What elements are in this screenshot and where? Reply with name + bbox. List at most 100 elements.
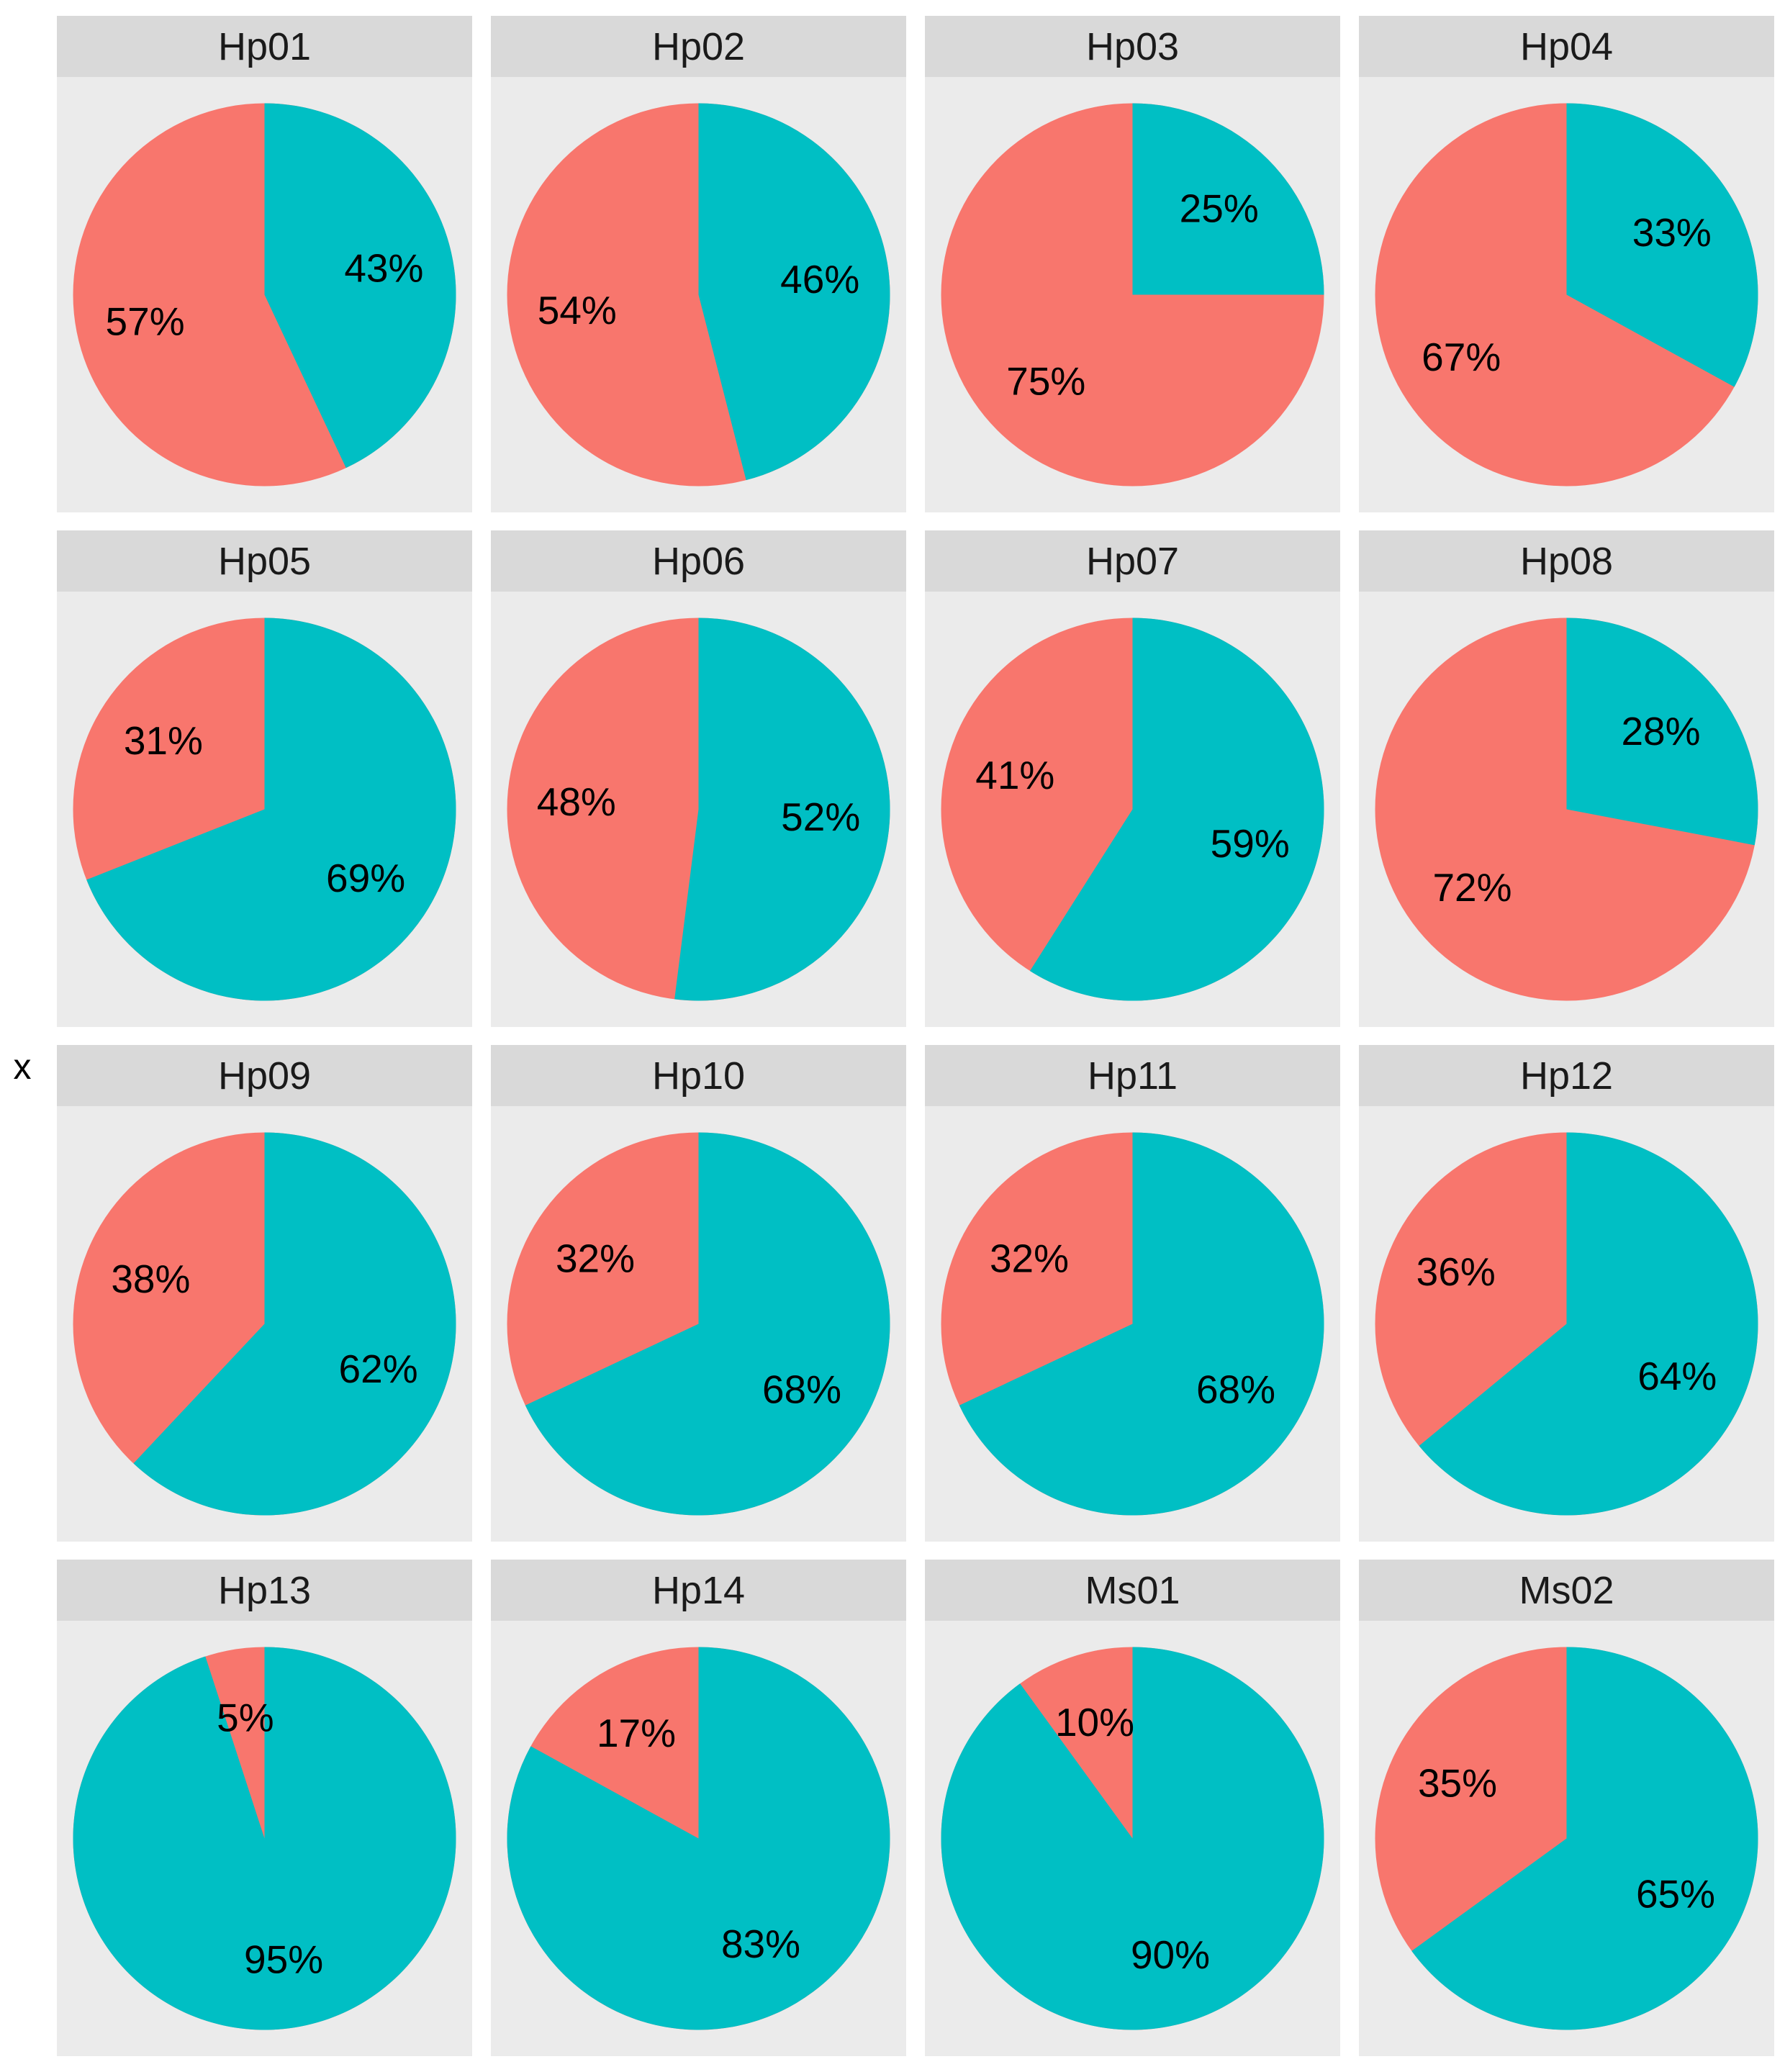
facet-panel: Hp10 68% 32% bbox=[491, 1045, 906, 1542]
pie-chart: 28% 72% bbox=[1375, 617, 1758, 1001]
facet-strip: Hp10 bbox=[491, 1045, 906, 1106]
facet-panel: Hp12 64% 36% bbox=[1359, 1045, 1774, 1542]
facet-strip-label: Hp06 bbox=[651, 539, 746, 583]
facet-plot-area: 25% 75% bbox=[925, 77, 1340, 512]
facet-panel: Hp02 46% 54% bbox=[491, 16, 906, 512]
facet-strip-label: Hp04 bbox=[1519, 24, 1614, 68]
pie-label-teal: 90% bbox=[1131, 1932, 1210, 1977]
facet-strip: Hp08 bbox=[1359, 530, 1774, 592]
pie-label-red: 57% bbox=[106, 299, 185, 344]
facet-strip: Hp12 bbox=[1359, 1045, 1774, 1106]
pie-slice-teal bbox=[698, 103, 890, 481]
pie-chart: 65% 35% bbox=[1375, 1647, 1758, 2030]
facet-strip: Hp05 bbox=[57, 530, 472, 592]
pie-chart: 69% 31% bbox=[73, 617, 456, 1001]
facet-strip: Hp06 bbox=[491, 530, 906, 592]
facet-plot-area: 52% 48% bbox=[491, 592, 906, 1027]
facet-panel: Hp09 62% 38% bbox=[57, 1045, 472, 1542]
facet-strip: Hp14 bbox=[491, 1560, 906, 1621]
facet-strip: Hp03 bbox=[925, 16, 1340, 77]
facet-strip-label: Hp03 bbox=[1085, 24, 1180, 68]
pie-chart: 95% 5% bbox=[73, 1647, 456, 2030]
pie-label-teal: 33% bbox=[1632, 210, 1712, 255]
facet-plot-area: 83% 17% bbox=[491, 1621, 906, 2056]
facet-strip-label: Hp05 bbox=[217, 539, 312, 583]
pie-label-teal: 95% bbox=[244, 1937, 323, 1981]
facet-strip: Hp02 bbox=[491, 16, 906, 77]
facet-plot-area: 33% 67% bbox=[1359, 77, 1774, 512]
pie-chart: 25% 75% bbox=[941, 103, 1324, 487]
pie-label-teal: 68% bbox=[762, 1367, 841, 1412]
pie-slice-teal bbox=[941, 1647, 1324, 2030]
facet-plot-area: 65% 35% bbox=[1359, 1621, 1774, 2056]
facet-strip-label: Ms02 bbox=[1519, 1568, 1614, 1612]
pie-label-red: 72% bbox=[1432, 865, 1511, 910]
pie-chart: 46% 54% bbox=[507, 103, 890, 487]
pie-label-teal: 52% bbox=[781, 795, 860, 839]
pie-slice-teal bbox=[1132, 103, 1324, 295]
pie-chart: 64% 36% bbox=[1375, 1132, 1758, 1516]
pie-label-red: 35% bbox=[1418, 1760, 1497, 1805]
facet-panel: Hp07 59% 41% bbox=[925, 530, 1340, 1027]
pie-label-red: 32% bbox=[990, 1236, 1069, 1280]
facet-grid: Hp01 43% 57% Hp02 46% 54% Hp03 25% 75% Hp04 33% 67%… bbox=[57, 16, 1774, 2056]
facet-strip-label: Hp08 bbox=[1519, 539, 1614, 583]
pie-label-red: 38% bbox=[111, 1257, 190, 1301]
facet-strip: Hp04 bbox=[1359, 16, 1774, 77]
facet-plot-area: 46% 54% bbox=[491, 77, 906, 512]
pie-label-red: 31% bbox=[124, 718, 203, 763]
pie-chart: 90% 10% bbox=[941, 1647, 1324, 2030]
facet-strip-label: Hp10 bbox=[651, 1054, 746, 1098]
pie-label-red: 54% bbox=[538, 288, 617, 332]
pie-chart: 68% 32% bbox=[941, 1132, 1324, 1516]
pie-slice-teal bbox=[959, 1132, 1324, 1516]
y-axis-title: x bbox=[13, 1046, 32, 1087]
facet-panel: Hp13 95% 5% bbox=[57, 1560, 472, 2056]
pie-chart: 33% 67% bbox=[1375, 103, 1758, 487]
facet-panel: Hp05 69% 31% bbox=[57, 530, 472, 1027]
facet-strip-label: Hp11 bbox=[1087, 1054, 1178, 1098]
pie-slice-teal bbox=[1029, 617, 1324, 1001]
pie-chart: 83% 17% bbox=[507, 1647, 890, 2030]
facet-plot-area: 28% 72% bbox=[1359, 592, 1774, 1027]
facet-panel: Hp11 68% 32% bbox=[925, 1045, 1340, 1542]
pie-slice-teal bbox=[1566, 617, 1758, 846]
pie-label-red: 36% bbox=[1416, 1249, 1496, 1294]
facet-panel: Hp08 28% 72% bbox=[1359, 530, 1774, 1027]
facet-strip-label: Hp12 bbox=[1519, 1054, 1614, 1098]
facet-panel: Hp06 52% 48% bbox=[491, 530, 906, 1027]
facet-plot-area: 95% 5% bbox=[57, 1621, 472, 2056]
pie-label-red: 48% bbox=[537, 779, 616, 824]
pie-label-teal: 43% bbox=[344, 245, 423, 290]
facet-plot-area: 62% 38% bbox=[57, 1106, 472, 1542]
pie-label-teal: 59% bbox=[1211, 821, 1290, 866]
pie-slice-teal bbox=[1411, 1647, 1758, 2030]
facet-panel: Hp04 33% 67% bbox=[1359, 16, 1774, 512]
facet-plot-area: 59% 41% bbox=[925, 592, 1340, 1027]
facet-plot-area: 69% 31% bbox=[57, 592, 472, 1027]
pie-slice-teal bbox=[73, 1647, 456, 2030]
facet-strip-label: Hp01 bbox=[217, 24, 312, 68]
facet-strip-label: Hp07 bbox=[1085, 539, 1180, 583]
pie-label-teal: 64% bbox=[1637, 1354, 1717, 1398]
facet-strip-label: Ms01 bbox=[1085, 1568, 1180, 1612]
facet-panel: Hp01 43% 57% bbox=[57, 16, 472, 512]
pie-label-teal: 65% bbox=[1636, 1872, 1715, 1917]
pie-label-red: 32% bbox=[556, 1236, 635, 1280]
pie-slice-teal bbox=[525, 1132, 890, 1516]
facet-strip: Hp11 bbox=[925, 1045, 1340, 1106]
facet-plot-area: 68% 32% bbox=[491, 1106, 906, 1542]
pie-slice-teal bbox=[264, 103, 456, 469]
pie-slice-teal bbox=[133, 1132, 456, 1516]
facet-strip-label: Hp09 bbox=[217, 1054, 312, 1098]
facet-strip-label: Hp13 bbox=[217, 1568, 312, 1612]
pie-chart: 68% 32% bbox=[507, 1132, 890, 1516]
pie-label-teal: 83% bbox=[721, 1922, 800, 1966]
facet-strip-label: Hp02 bbox=[651, 24, 746, 68]
pie-label-teal: 28% bbox=[1621, 709, 1700, 754]
pie-label-red: 10% bbox=[1055, 1700, 1134, 1745]
facet-panel: Ms01 90% 10% bbox=[925, 1560, 1340, 2056]
pie-chart: 52% 48% bbox=[507, 617, 890, 1001]
pie-chart: 59% 41% bbox=[941, 617, 1324, 1001]
